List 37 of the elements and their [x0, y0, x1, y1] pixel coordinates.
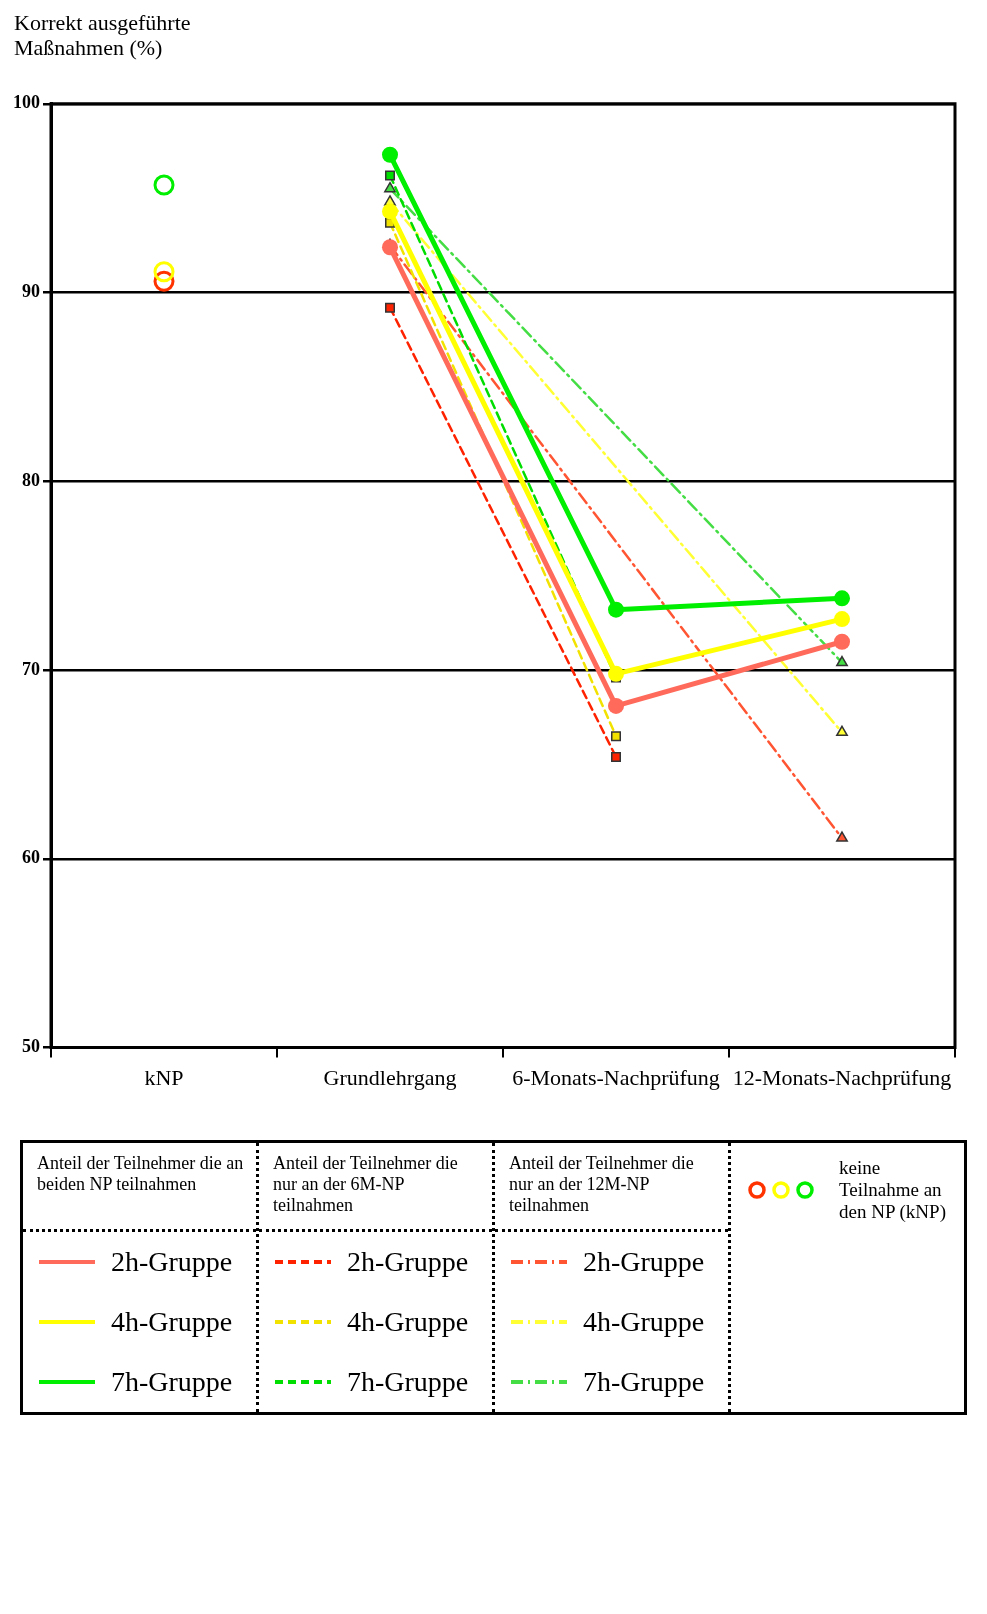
x-tick-label: Grundlehrgang: [323, 1064, 457, 1090]
text: Anteil der Teilnehmer die nur an der 12M-NP teilnahmen: [495, 1143, 728, 1232]
legend-label: keine Teilnahme an den NP (kNP): [839, 1157, 947, 1223]
legend-label: 4h-Gruppe: [583, 1306, 705, 1338]
x-tick-label: kNP: [144, 1064, 184, 1090]
x-tick-label: 6-Monats-Nachprüfung: [512, 1064, 720, 1090]
point: [382, 239, 398, 256]
y-tick-label: 90: [22, 281, 40, 302]
y-axis-title: Korrekt ausgeführte Maßnahmen (%): [14, 10, 192, 60]
point: [385, 170, 395, 181]
point: [834, 633, 850, 650]
y-tick-label: 70: [22, 658, 40, 679]
legend-label: 4h-Gruppe: [111, 1306, 233, 1338]
point: [834, 611, 850, 628]
point: [611, 731, 621, 742]
y-tick-label: 80: [22, 469, 40, 490]
legend-label: 7h-Gruppe: [111, 1366, 233, 1398]
legend-label: 7h-Gruppe: [583, 1366, 705, 1398]
point: [385, 302, 395, 313]
x-tick-label: 12-Monats-Nachprüfung: [732, 1064, 952, 1090]
legend-label: 7h-Gruppe: [347, 1366, 469, 1398]
point: [382, 146, 398, 163]
legend-label: 2h-Gruppe: [111, 1246, 233, 1278]
point: [608, 665, 624, 682]
text: Anteil der Teilnehmer die nur an der 6M-NP teilnahmen: [259, 1143, 492, 1232]
point: [611, 751, 621, 762]
y-tick-label: 50: [22, 1036, 40, 1057]
point: [382, 203, 398, 220]
legend-label: 4h-Gruppe: [347, 1306, 469, 1338]
y-tick-label: 100: [13, 92, 40, 113]
text: Anteil der Teilnehmer die an beiden NP teilnahmen: [23, 1143, 256, 1232]
point: [608, 601, 624, 618]
legend-label: 2h-Gruppe: [347, 1246, 469, 1278]
point: [834, 590, 850, 607]
point: [608, 697, 624, 714]
y-tick-label: 60: [22, 847, 40, 868]
legend-label: 2h-Gruppe: [583, 1246, 705, 1278]
